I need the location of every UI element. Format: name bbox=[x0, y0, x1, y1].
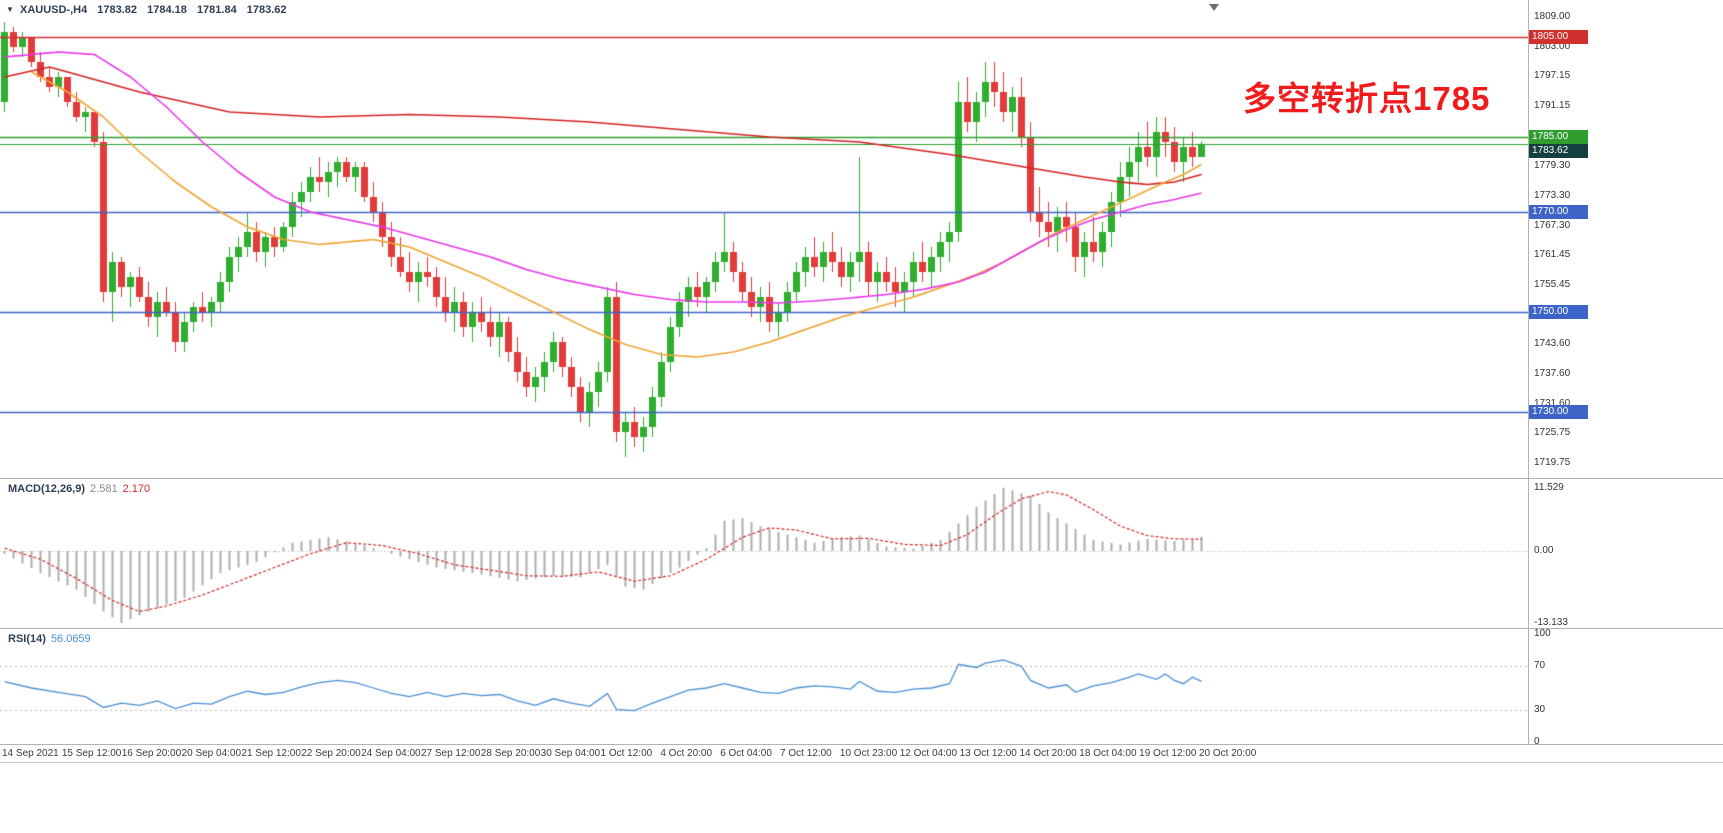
macd-scale[interactable]: 11.529 0.00 -13.133 bbox=[1529, 478, 1723, 628]
time-axis-label: 24 Sep 04:00 bbox=[361, 748, 421, 759]
rsi-value: 56.0659 bbox=[50, 633, 91, 645]
macd-tick-label: 11.529 bbox=[1534, 481, 1564, 493]
macd-main-value: 2.581 bbox=[90, 483, 118, 495]
price-tick-label: 1725.75 bbox=[1534, 427, 1571, 439]
macd-tick-label: -13.133 bbox=[1534, 617, 1568, 629]
time-axis-separator bbox=[0, 744, 1723, 745]
time-axis-label: 21 Sep 12:00 bbox=[241, 748, 301, 759]
rsi-label: RSI(14) 56.0659 bbox=[8, 633, 91, 645]
scale-separator bbox=[1528, 0, 1529, 744]
time-axis-label: 14 Sep 2021 bbox=[2, 748, 59, 759]
rsi-tick-label: 100 bbox=[1534, 628, 1551, 639]
ohlc-close: 1783.62 bbox=[246, 4, 287, 16]
rsi-tick-label: 0 bbox=[1534, 736, 1540, 747]
rsi-name: RSI(14) bbox=[8, 633, 46, 645]
price-tick-label: 1737.60 bbox=[1534, 368, 1571, 379]
time-axis-label: 30 Sep 04:00 bbox=[540, 748, 601, 759]
annotation-text: 多空转折点1785 bbox=[1243, 80, 1491, 117]
time-axis-label: 20 Sep 04:00 bbox=[181, 748, 242, 759]
price-tick-label: 1743.60 bbox=[1534, 338, 1571, 349]
macd-signal-value: 2.170 bbox=[122, 483, 151, 495]
time-axis-label: 10 Oct 23:00 bbox=[839, 748, 898, 759]
macd-label: MACD(12,26,9) 2.581 2.170 bbox=[8, 483, 150, 495]
price-tick-label: 1719.75 bbox=[1534, 457, 1571, 469]
price-line-label: 1783.62 bbox=[1529, 143, 1588, 158]
price-tick-label: 1773.30 bbox=[1534, 189, 1571, 201]
time-axis-label: 4 Oct 20:00 bbox=[660, 748, 713, 759]
collapse-arrow-icon[interactable]: ▼ bbox=[6, 5, 14, 14]
time-axis[interactable]: 14 Sep 2021 15 Sep 12:00 16 Sep 20:00 20 Se… bbox=[0, 745, 1529, 762]
price-tick-label: 1731.60 bbox=[1534, 398, 1571, 409]
rsi-tick-label: 30 bbox=[1534, 703, 1546, 715]
price-line-label: 1730.00 bbox=[1529, 405, 1588, 419]
time-axis-label: 6 Oct 04:00 bbox=[720, 748, 772, 759]
price-tick-label: 1779.30 bbox=[1534, 159, 1571, 171]
time-axis-label: 13 Oct 12:00 bbox=[959, 748, 1017, 759]
rsi-indicator-canvas[interactable] bbox=[0, 628, 1528, 744]
time-axis-label: 12 Oct 04:00 bbox=[899, 748, 958, 759]
time-axis-label: 20 Oct 20:00 bbox=[1199, 748, 1257, 759]
price-chart-canvas[interactable] bbox=[0, 0, 1528, 478]
rsi-tick-label: 70 bbox=[1534, 660, 1546, 672]
price-tick-label: 1791.15 bbox=[1534, 100, 1571, 112]
price-tick-label: 1767.30 bbox=[1534, 219, 1571, 231]
rsi-scale[interactable]: 100 70 30 0 bbox=[1529, 628, 1723, 747]
price-line-label: 1750.00 bbox=[1529, 305, 1588, 319]
macd-name: MACD(12,26,9) bbox=[8, 483, 86, 495]
panel-separator-rsi[interactable] bbox=[0, 628, 1723, 629]
time-axis-label: 7 Oct 12:00 bbox=[780, 748, 832, 759]
chart-shift-marker[interactable] bbox=[1209, 4, 1219, 11]
price-scale[interactable]: 1809.001803.001797.151791.151785.151779.… bbox=[1529, 0, 1723, 478]
time-axis-label: 18 Oct 04:00 bbox=[1079, 748, 1137, 759]
macd-indicator-canvas[interactable] bbox=[0, 478, 1528, 628]
ohlc-low: 1781.84 bbox=[196, 4, 237, 16]
macd-tick-label: 0.00 bbox=[1534, 545, 1554, 556]
window-bottom-border bbox=[0, 762, 1723, 763]
time-axis-label: 27 Sep 12:00 bbox=[420, 748, 481, 759]
time-axis-label: 16 Sep 20:00 bbox=[121, 748, 182, 759]
time-axis-label: 22 Sep 20:00 bbox=[301, 748, 361, 759]
time-axis-label: 1 Oct 12:00 bbox=[600, 748, 653, 759]
price-line-label: 1770.00 bbox=[1529, 205, 1588, 219]
time-axis-label: 28 Sep 20:00 bbox=[480, 748, 541, 759]
ohlc-open: 1783.82 bbox=[97, 4, 138, 16]
price-line-label: 1805.00 bbox=[1529, 30, 1588, 44]
time-axis-label: 19 Oct 12:00 bbox=[1139, 748, 1197, 759]
chart-title: ▼ XAUUSD-,H4 1783.82 1784.18 1781.84 178… bbox=[6, 4, 287, 16]
time-axis-label: 15 Sep 12:00 bbox=[61, 748, 122, 759]
symbol-timeframe-label: XAUUSD-,H4 bbox=[19, 4, 88, 16]
panel-separator-macd[interactable] bbox=[0, 478, 1723, 479]
price-tick-label: 1761.45 bbox=[1534, 248, 1571, 260]
price-tick-label: 1797.15 bbox=[1534, 70, 1571, 82]
ohlc-high: 1784.18 bbox=[147, 4, 187, 16]
price-tick-label: 1803.00 bbox=[1534, 41, 1571, 52]
price-tick-label: 1755.45 bbox=[1534, 278, 1571, 290]
time-axis-label: 14 Oct 20:00 bbox=[1019, 748, 1077, 759]
price-tick-label: 1809.00 bbox=[1534, 11, 1571, 22]
price-line-label: 1785.00 bbox=[1529, 130, 1588, 144]
